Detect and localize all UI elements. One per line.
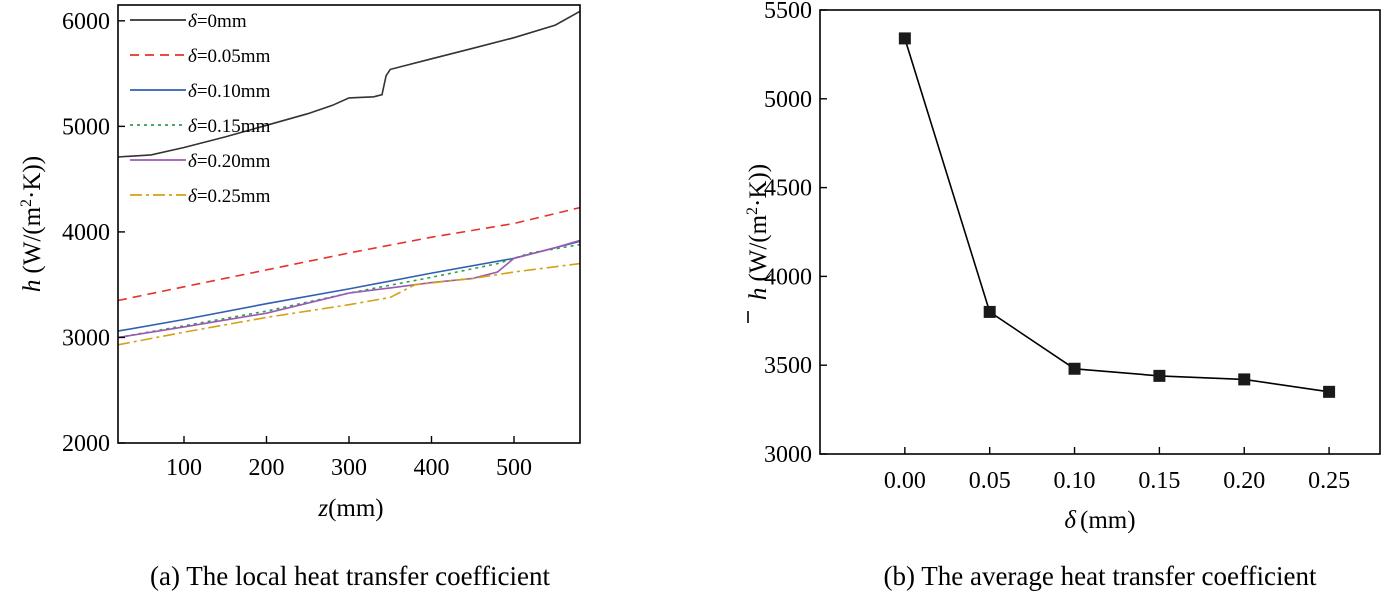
panel-a-y-tick-label: 4000 <box>62 220 110 246</box>
panel-a-axes-frame <box>117 4 581 444</box>
panel-b-caption: (b) The average heat transfer coefficien… <box>883 561 1317 591</box>
panel-a-x-tick-label: 500 <box>496 455 532 481</box>
panel-b-x-tick-label: 0.10 <box>1054 468 1096 494</box>
panel-a-y-tick-label: 2000 <box>62 431 110 457</box>
panel-a-legend-label-3: δ=0.15mm <box>188 116 271 137</box>
panel-a-series-line-1 <box>117 206 581 302</box>
panel-b-data-marker <box>1323 385 1336 398</box>
panel-b-y-tick-label: 4500 <box>764 176 812 202</box>
panel-a-x-tick-label: 400 <box>414 455 450 481</box>
panel-b-axes-frame <box>819 9 1381 455</box>
panel-a-y-tick-label: 3000 <box>62 325 110 351</box>
panel-a-x-axis-label: z(mm) <box>317 495 383 522</box>
panel-a-y-tick-label: 6000 <box>62 9 110 35</box>
panel-a-local-coefficient: 2000 3000 4000 5000 6000 100 200 300 400 500 δ=0… <box>18 4 581 591</box>
panel-b-x-tick-label: 0.05 <box>969 468 1011 494</box>
panel-a-series-line-0 <box>117 10 581 158</box>
panel-a-x-tick-label: 200 <box>249 455 285 481</box>
panel-b-y-tick-label: 3000 <box>764 442 812 468</box>
panel-a-legend-label-0: δ=0mm <box>188 11 247 32</box>
panel-b-y-tick-label: 3500 <box>764 353 812 379</box>
panel-a-series-line-3 <box>117 243 581 339</box>
panel-a-caption: (a) The local heat transfer coefficient <box>150 561 551 591</box>
panel-a-legend-label-2: δ=0.10mm <box>188 81 271 102</box>
panel-b-series-line <box>904 38 1330 393</box>
panel-a-series-line-2 <box>117 240 581 332</box>
panel-a-x-tick-label: 300 <box>331 455 367 481</box>
panel-a-legend: δ=0mm δ=0.05mm δ=0.10mm δ=0.15mm δ=0.20mm δ=0… <box>130 11 271 207</box>
panel-b-series <box>898 32 1336 398</box>
panel-b-data-marker <box>1238 373 1251 386</box>
panel-a-legend-label-5: δ=0.25mm <box>188 186 271 207</box>
panel-a-series <box>117 10 581 346</box>
panel-b-average-coefficient: 3000 3500 4000 4500 5000 5500 0.00 0.05 0.10 0.1… <box>744 0 1381 591</box>
panel-b-data-marker <box>1068 362 1081 375</box>
panel-b-y-ticks: 3000 3500 4000 4500 5000 5500 <box>764 0 827 468</box>
panel-a-series-line-4 <box>117 239 581 339</box>
panel-a-series-line-5 <box>117 262 581 346</box>
panel-a-y-tick-label: 5000 <box>62 114 110 140</box>
panel-b-x-tick-label: 0.20 <box>1223 468 1265 494</box>
panel-a-x-tick-label: 100 <box>166 455 202 481</box>
svg-text:h(W/(m2·K)): h(W/(m2·K)) <box>744 164 772 300</box>
panel-b-x-axis-label: δ (mm) <box>1064 507 1135 534</box>
panel-b-x-tick-label: 0.25 <box>1308 468 1350 494</box>
panel-b-x-tick-label: 0.00 <box>884 468 926 494</box>
panel-b-data-marker <box>1153 369 1166 382</box>
panel-b-y-axis-label: h(W/(m2·K)) <box>744 164 772 323</box>
panel-b-y-tick-label: 4000 <box>764 264 812 290</box>
panel-b-x-tick-label: 0.15 <box>1138 468 1180 494</box>
panel-a-legend-label-4: δ=0.20mm <box>188 151 271 172</box>
panel-b-y-tick-label: 5000 <box>764 87 812 113</box>
panel-b-data-marker <box>898 32 911 45</box>
panel-a-x-ticks: 100 200 300 400 500 <box>166 436 532 481</box>
panel-b-y-tick-label: 5500 <box>764 0 812 24</box>
panel-b-x-ticks: 0.00 0.05 0.10 0.15 0.20 0.25 <box>884 447 1350 494</box>
panel-a-y-axis-label: h(W/(m2·K)) <box>18 156 46 292</box>
panel-a-legend-label-1: δ=0.05mm <box>188 46 271 67</box>
panel-a-y-ticks: 2000 3000 4000 5000 6000 <box>62 9 125 457</box>
panel-b-data-marker <box>983 305 996 318</box>
